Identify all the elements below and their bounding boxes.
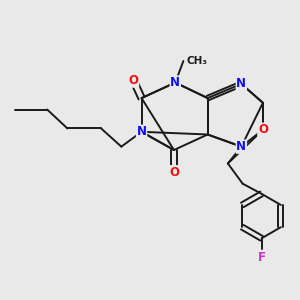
Text: O: O [128, 74, 139, 87]
Text: N: N [236, 140, 246, 153]
Text: F: F [258, 251, 266, 264]
Text: O: O [169, 166, 179, 179]
Text: CH₃: CH₃ [186, 56, 207, 66]
Text: N: N [236, 77, 246, 90]
Text: N: N [170, 76, 180, 89]
Text: O: O [258, 123, 268, 136]
Text: N: N [136, 125, 147, 138]
